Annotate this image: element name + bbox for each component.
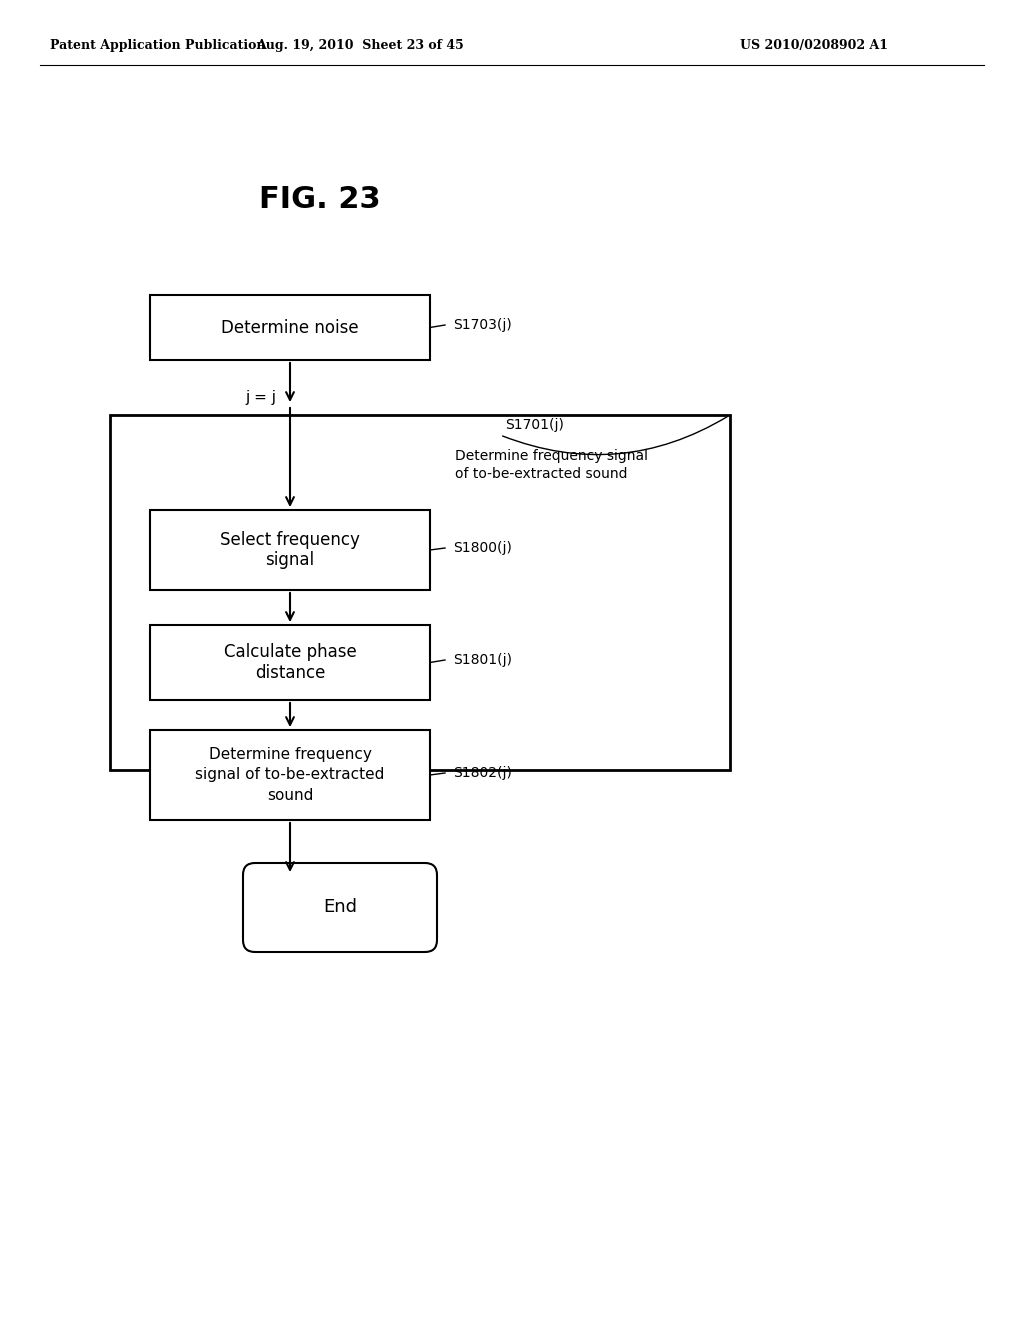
- Text: US 2010/0208902 A1: US 2010/0208902 A1: [740, 38, 888, 51]
- Text: S1800(j): S1800(j): [453, 541, 512, 554]
- Text: Aug. 19, 2010  Sheet 23 of 45: Aug. 19, 2010 Sheet 23 of 45: [256, 38, 464, 51]
- Text: S1801(j): S1801(j): [453, 653, 512, 667]
- Text: Patent Application Publication: Patent Application Publication: [50, 38, 265, 51]
- Text: Determine frequency signal
of to-be-extracted sound: Determine frequency signal of to-be-extr…: [455, 449, 648, 482]
- Text: Select frequency
signal: Select frequency signal: [220, 531, 360, 569]
- Text: S1701(j): S1701(j): [505, 418, 564, 432]
- Text: S1703(j): S1703(j): [453, 318, 512, 333]
- Bar: [150, 510, 430, 590]
- FancyBboxPatch shape: [243, 863, 437, 952]
- Text: FIG. 23: FIG. 23: [259, 186, 381, 214]
- Bar: [150, 730, 430, 820]
- Bar: [150, 624, 430, 700]
- Bar: [150, 294, 430, 360]
- Bar: [110, 414, 730, 770]
- Text: S1802(j): S1802(j): [453, 766, 512, 780]
- Text: End: End: [323, 899, 357, 916]
- Text: Determine frequency
signal of to-be-extracted
sound: Determine frequency signal of to-be-extr…: [196, 747, 385, 804]
- Text: Calculate phase
distance: Calculate phase distance: [223, 643, 356, 682]
- Text: Determine noise: Determine noise: [221, 318, 358, 337]
- Text: j = j: j = j: [245, 391, 276, 405]
